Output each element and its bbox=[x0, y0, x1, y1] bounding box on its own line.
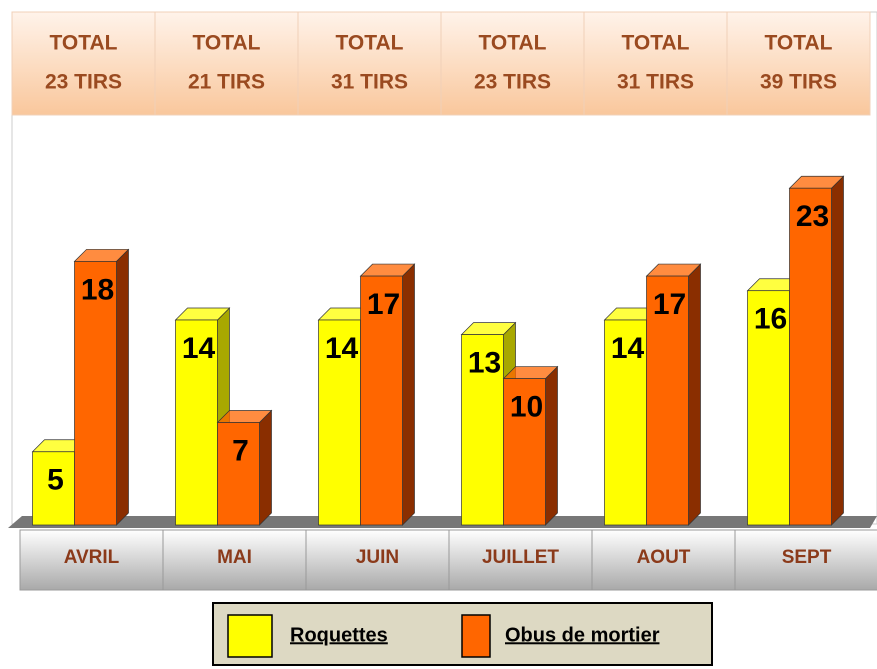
bar-face bbox=[74, 261, 117, 526]
x-tick-label: JUIN bbox=[356, 547, 399, 568]
floor bbox=[8, 516, 877, 528]
bar-face bbox=[604, 319, 647, 526]
legend-swatch bbox=[227, 614, 273, 658]
value-label: 23 bbox=[796, 200, 829, 233]
total-box bbox=[154, 11, 299, 116]
total-box bbox=[440, 11, 585, 116]
total-label: 31 TIRS bbox=[331, 71, 408, 94]
bar bbox=[788, 175, 845, 526]
bar-face bbox=[116, 248, 129, 526]
bar bbox=[502, 365, 559, 526]
bar-face bbox=[461, 334, 504, 526]
category-box bbox=[305, 529, 450, 591]
x-tick-label: MAI bbox=[217, 547, 252, 568]
bar bbox=[359, 263, 416, 526]
category-box bbox=[448, 529, 593, 591]
legend-swatch bbox=[461, 614, 491, 658]
bar bbox=[216, 409, 273, 526]
bar-face bbox=[360, 275, 403, 526]
total-box bbox=[11, 11, 156, 116]
value-label: 14 bbox=[325, 332, 359, 365]
legend-label: Roquettes bbox=[290, 624, 388, 646]
x-tick-label: AOUT bbox=[637, 547, 691, 568]
bar-face bbox=[789, 187, 832, 526]
value-label: 14 bbox=[611, 332, 645, 365]
legend-label: Obus de mortier bbox=[505, 624, 660, 646]
bar-face bbox=[831, 175, 844, 526]
total-label: TOTAL bbox=[335, 32, 403, 55]
value-label: 16 bbox=[754, 303, 787, 336]
value-label: 14 bbox=[182, 332, 216, 365]
value-label: 17 bbox=[367, 288, 400, 321]
total-label: TOTAL bbox=[764, 32, 832, 55]
total-label: 21 TIRS bbox=[188, 71, 265, 94]
bar-face bbox=[175, 319, 218, 526]
total-label: 23 TIRS bbox=[45, 71, 122, 94]
bar-face bbox=[747, 290, 790, 526]
value-label: 18 bbox=[81, 273, 114, 306]
total-label: TOTAL bbox=[621, 32, 689, 55]
total-label: TOTAL bbox=[478, 32, 546, 55]
bar-face bbox=[503, 378, 546, 526]
value-label: 10 bbox=[510, 390, 543, 423]
value-label: 17 bbox=[653, 288, 686, 321]
category-box bbox=[734, 529, 877, 591]
value-label: 7 bbox=[232, 434, 249, 467]
bar-face bbox=[318, 319, 361, 526]
total-label: 31 TIRS bbox=[617, 71, 694, 94]
total-label: TOTAL bbox=[192, 32, 260, 55]
bar bbox=[73, 248, 130, 526]
bar-face bbox=[217, 422, 260, 526]
category-box bbox=[19, 529, 164, 591]
total-box bbox=[297, 11, 442, 116]
value-label: 13 bbox=[468, 347, 501, 380]
total-label: TOTAL bbox=[49, 32, 117, 55]
total-label: 23 TIRS bbox=[474, 71, 551, 94]
total-label: 39 TIRS bbox=[760, 71, 837, 94]
bar-face bbox=[259, 409, 272, 526]
bar-face bbox=[688, 263, 701, 526]
bar-face bbox=[402, 263, 415, 526]
bar-face bbox=[32, 451, 75, 526]
x-tick-label: JUILLET bbox=[482, 547, 559, 568]
x-tick-label: AVRIL bbox=[64, 547, 120, 568]
category-box bbox=[162, 529, 307, 591]
bar bbox=[645, 263, 702, 526]
category-box bbox=[591, 529, 736, 591]
value-label: 5 bbox=[47, 464, 64, 497]
bar-face bbox=[646, 275, 689, 526]
total-box bbox=[583, 11, 728, 116]
total-box bbox=[726, 11, 871, 116]
bar-face bbox=[545, 365, 558, 526]
x-tick-label: SEPT bbox=[782, 547, 832, 568]
